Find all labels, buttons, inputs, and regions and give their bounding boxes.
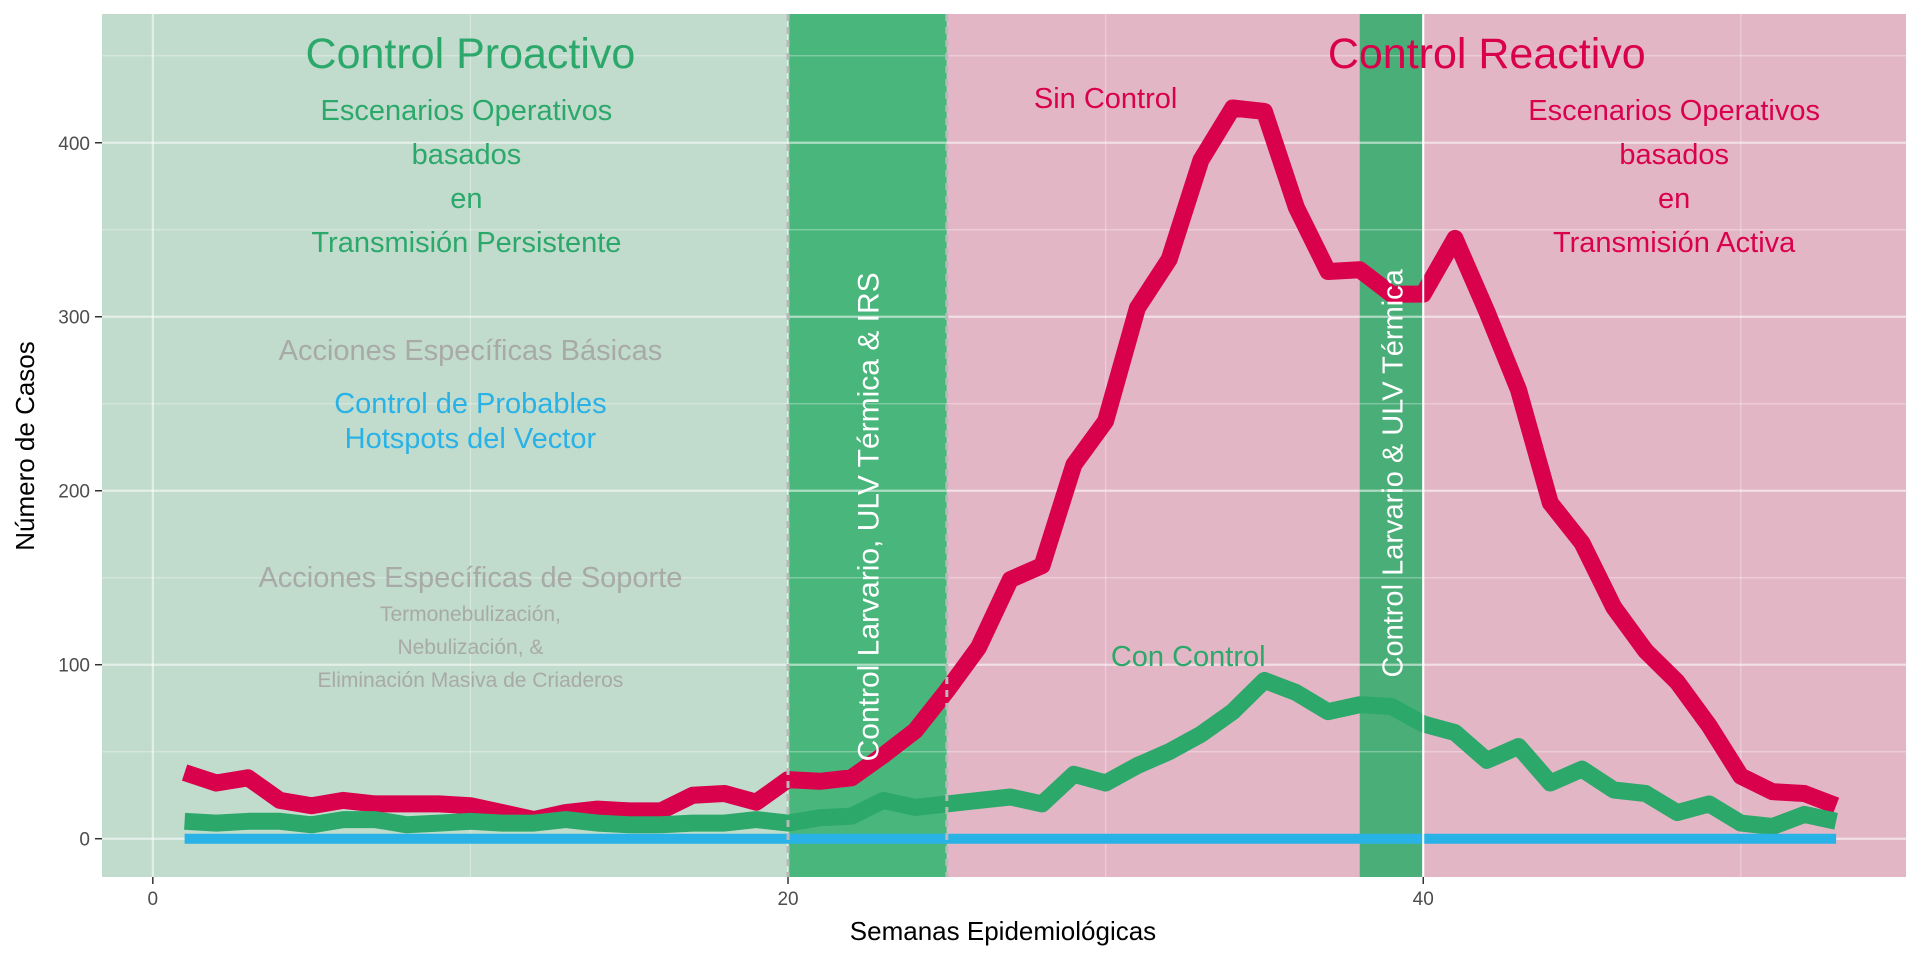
series-layer [181, 99, 1840, 844]
region-layer [102, 14, 1906, 877]
band-label-1: Control Larvario, ULV Térmica & IRS [852, 272, 885, 761]
axis-layer: 0 100 200 300 400 0 20 40 [58, 134, 1434, 910]
x-tick-label: 0 [148, 889, 159, 910]
support-item-line: Nebulización, & [397, 636, 543, 659]
proactive-scenario-line: basados [412, 139, 522, 171]
y-axis-title: Número de Casos [10, 341, 40, 551]
region-proactive [102, 14, 789, 877]
y-tick-label: 200 [58, 482, 90, 503]
hotspot-label-line: Hotspots del Vector [345, 423, 597, 455]
region-control-band-2 [1359, 14, 1424, 877]
reactive-scenario-line: Escenarios Operativos [1528, 95, 1820, 127]
sin-control-label: Sin Control [1034, 83, 1177, 115]
y-tick-label: 0 [79, 830, 90, 851]
x-tick-label: 20 [777, 889, 798, 910]
support-item-line: Termonebulización, [380, 603, 561, 626]
proactive-title: Control Proactivo [306, 30, 636, 78]
x-axis-title: Semanas Epidemiológicas [850, 916, 1156, 946]
y-tick-label: 100 [58, 656, 90, 677]
proactive-scenario-line: Escenarios Operativos [321, 95, 613, 127]
reactive-scenario-line: Transmisión Activa [1553, 227, 1796, 259]
series-line-con-control [184, 671, 1838, 835]
proactive-scenario-line: en [450, 183, 482, 215]
series-line-sin-control [181, 99, 1840, 829]
annotation-layer: Control Larvario, ULV Térmica & IRS Contr… [258, 14, 1820, 877]
basic-actions-label: Acciones Específicas Básicas [279, 335, 663, 367]
y-tick-label: 300 [58, 308, 90, 329]
con-control-label: Con Control [1111, 641, 1266, 673]
support-actions-label: Acciones Específicas de Soporte [258, 562, 682, 594]
band-label-2: Control Larvario & ULV Térmica [1377, 268, 1409, 677]
reactive-scenario-line: basados [1619, 139, 1729, 171]
reactive-title: Control Reactivo [1328, 30, 1646, 78]
y-tick-label: 400 [58, 134, 90, 155]
proactive-scenario-line: Transmisión Persistente [311, 227, 621, 259]
hotspot-label-line: Control de Probables [334, 388, 606, 420]
x-tick-label: 40 [1413, 889, 1434, 910]
support-item-line: Eliminación Masiva de Criaderos [318, 669, 624, 692]
reactive-scenario-line: en [1658, 183, 1690, 215]
